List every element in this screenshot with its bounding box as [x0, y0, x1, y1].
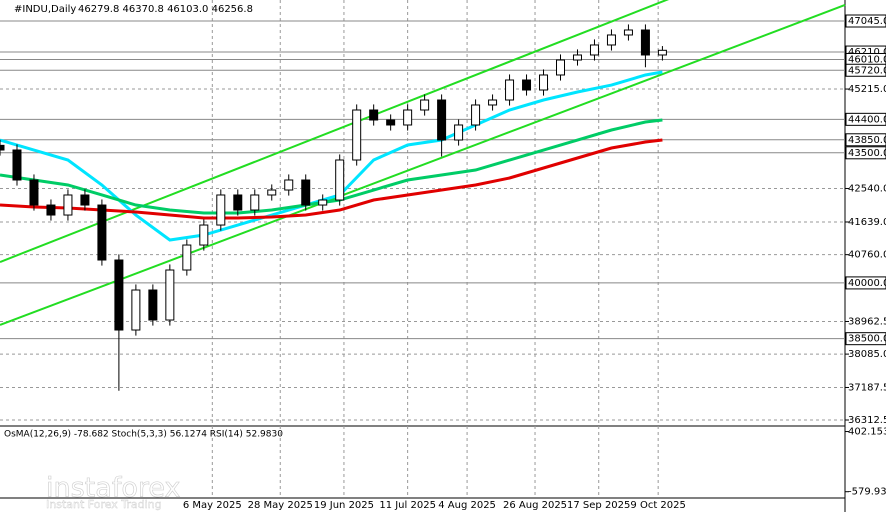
x-tick-label: 17 Sep 2025	[567, 500, 630, 511]
candle-body	[97, 204, 107, 261]
candle-body	[522, 79, 532, 91]
level-box	[845, 133, 886, 147]
candle-body	[403, 109, 413, 126]
level-box	[845, 112, 886, 126]
candle-body	[63, 194, 73, 216]
x-tick-label: 6 May 2025	[183, 500, 242, 511]
watermark: instaforex	[46, 473, 180, 504]
candle-body	[623, 29, 633, 36]
level-box	[845, 146, 886, 160]
candle-body	[46, 204, 56, 216]
candle-body	[539, 74, 549, 91]
y-tick-label: 40760.0	[848, 250, 886, 261]
candle-body	[114, 259, 124, 331]
candle-body	[386, 119, 396, 126]
level-label: 38500.0	[848, 334, 886, 345]
level-label: 45720.0	[848, 65, 886, 76]
candle-body	[657, 49, 667, 56]
candle-body	[182, 244, 192, 271]
candle-body	[131, 289, 141, 331]
candle-body	[233, 194, 243, 211]
x-tick-label: 28 May 2025	[248, 500, 313, 511]
candle-body	[216, 194, 226, 226]
x-tick-label: 19 Jun 2025	[314, 500, 374, 511]
candle-body	[471, 104, 481, 126]
chart-title: #INDU,Daily	[14, 4, 76, 15]
osc-tick-label: 402.153	[848, 427, 886, 438]
candle-body	[318, 199, 328, 206]
y-tick-label: 38962.5	[848, 316, 886, 327]
candle-body	[437, 99, 447, 141]
level-label: 46010.0	[848, 54, 886, 65]
candle-body	[29, 179, 39, 206]
level-box	[845, 63, 886, 77]
x-tick-label: 26 Aug 2025	[503, 500, 567, 511]
candle-body	[0, 144, 5, 151]
candle-body	[556, 59, 566, 76]
osc-tick-label: -579.935	[848, 487, 886, 498]
candle-body	[199, 224, 209, 246]
level-box	[845, 276, 886, 290]
candle-body	[301, 179, 311, 206]
candle-body	[505, 79, 515, 101]
candle-body	[420, 99, 430, 111]
level-label: 46210.0	[848, 47, 886, 58]
watermark-sub: Instant Forex Trading	[46, 498, 162, 511]
candle-body	[606, 34, 616, 46]
level-label: 43850.0	[848, 135, 886, 146]
level-box	[845, 14, 886, 28]
candle-body	[284, 179, 294, 191]
candle-body	[572, 54, 582, 61]
indicator-label: OsMA(12,26,9) -78.682 Stoch(5,3,3) 56.12…	[4, 430, 283, 440]
candle-body	[589, 44, 599, 56]
x-tick-label: 9 Oct 2025	[630, 500, 685, 511]
candle-body	[488, 99, 498, 106]
x-tick-label: 11 Jul 2025	[379, 500, 436, 511]
candle-body	[148, 289, 158, 321]
level-box	[845, 332, 886, 346]
level-label: 47045.0	[848, 16, 886, 27]
candle-body	[12, 149, 22, 181]
x-tick-label: 4 Aug 2025	[438, 500, 496, 511]
y-tick-label: 37187.5	[848, 382, 886, 393]
candle-body	[267, 189, 277, 196]
candle-body	[165, 269, 175, 321]
header-values: 46279.8 46370.8 46103.0 46256.8	[78, 4, 253, 15]
level-label: 40000.0	[848, 278, 886, 289]
moving-average	[0, 138, 663, 220]
candle-body	[352, 109, 362, 161]
level-label: 44400.0	[848, 114, 886, 125]
candle-body	[454, 124, 464, 141]
y-tick-label: 41639.0	[848, 217, 886, 228]
y-tick-label: 42540.0	[848, 183, 886, 194]
channel-line	[0, 4, 846, 326]
candle-body	[640, 29, 650, 56]
y-tick-label: 38085.0	[848, 349, 886, 360]
level-label: 43500.0	[848, 148, 886, 159]
candle-body	[335, 159, 345, 201]
y-tick-label: 45215.0	[848, 84, 886, 95]
candle-body	[80, 194, 90, 206]
candle-body	[369, 109, 379, 121]
y-tick-label: 36312.5	[848, 415, 886, 426]
candle-body	[250, 194, 260, 211]
